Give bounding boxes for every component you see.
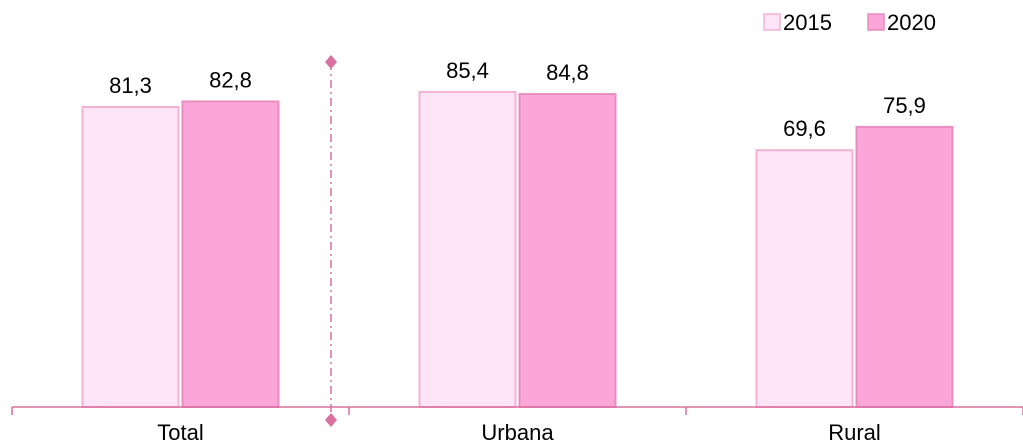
value-labels-group: 81,3 82,8 85,4 84,8 69,6 75,9: [109, 58, 926, 141]
value-label-2015-total: 81,3: [109, 73, 152, 98]
bar-2015-rural: [755, 149, 854, 408]
legend-swatch-2015: [763, 13, 781, 31]
value-label-2020-rural: 75,9: [883, 93, 926, 118]
category-label-urbana: Urbana: [481, 420, 554, 445]
value-label-2020-total: 82,8: [209, 67, 252, 92]
group-separator: [325, 55, 337, 427]
legend: 2015 2020: [763, 10, 936, 35]
value-label-2015-urbana: 85,4: [446, 58, 489, 83]
bar-2015-urbana: [418, 90, 517, 409]
value-label-2020-urbana: 84,8: [546, 60, 589, 85]
legend-label-2015: 2015: [783, 10, 832, 35]
bar-2020-total: [181, 100, 280, 409]
separator-diamond-bottom: [325, 413, 337, 427]
x-axis: [11, 406, 1023, 415]
bars-group: [81, 90, 954, 409]
bar-2015-total: [81, 106, 180, 409]
category-labels-group: Total Urbana Rural: [157, 420, 881, 445]
bar-2020-rural: [855, 125, 954, 409]
value-label-2015-rural: 69,6: [783, 116, 826, 141]
legend-swatch-2020: [867, 13, 885, 31]
bar-2020-urbana: [518, 93, 617, 408]
legend-label-2020: 2020: [887, 10, 936, 35]
category-label-total: Total: [157, 420, 203, 445]
separator-diamond-top: [325, 55, 337, 69]
category-label-rural: Rural: [828, 420, 881, 445]
